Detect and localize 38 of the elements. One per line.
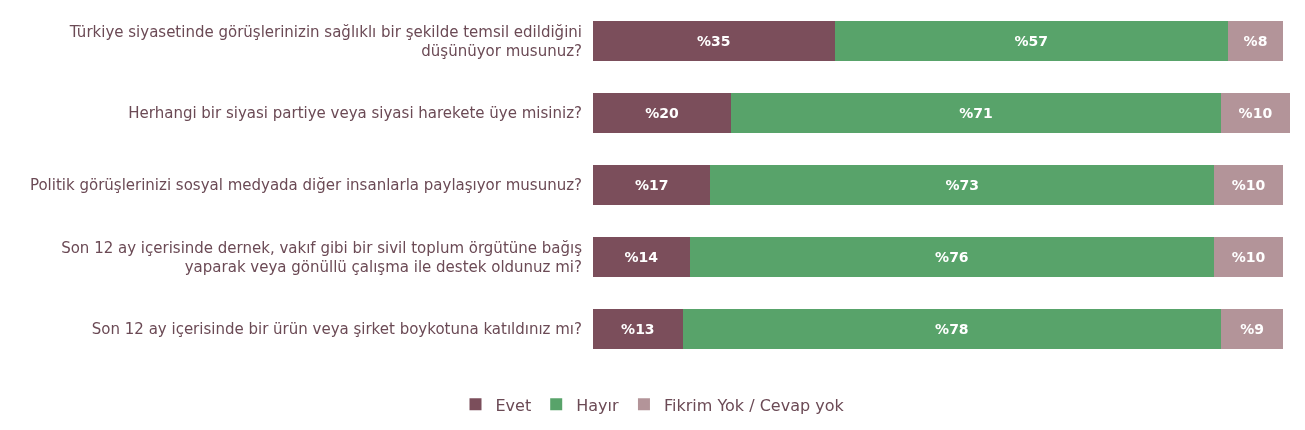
legend-label: Hayır xyxy=(576,395,619,415)
data-label: %13 xyxy=(621,321,655,337)
bar xyxy=(731,93,1221,133)
y-tick-label: Politik görüşlerinizi sosyal medyada diğer insanlarla paylaşıyor musunuz? xyxy=(29,176,582,195)
data-label: %10 xyxy=(1231,249,1266,265)
data-label: %10 xyxy=(1231,177,1266,193)
data-label: %8 xyxy=(1243,33,1268,49)
data-label: %57 xyxy=(1014,33,1048,49)
bar xyxy=(593,165,711,205)
legend-label: Fikrim Yok / Cevap yok xyxy=(663,395,845,415)
y-tick-label: Son 12 ay içerisinde dernek, vakıf gibi bir sivil toplum örgütüne bağış yaparak veya gönüllü çalışma ile destek oldunuz mi? xyxy=(61,238,583,276)
bar xyxy=(682,309,1221,349)
data-label: %14 xyxy=(624,249,659,265)
bar xyxy=(1214,237,1284,277)
y-tick-label: Türkiye siyasetinde görüşlerinizin sağlıklı bir şekilde temsil edildiğini düşünüyor musunuz? xyxy=(68,22,582,60)
bar xyxy=(689,237,1215,277)
bar xyxy=(593,309,683,349)
data-label: %76 xyxy=(935,249,969,265)
bar xyxy=(593,93,732,133)
bar xyxy=(1220,309,1284,349)
data-label: %10 xyxy=(1238,105,1273,121)
bar xyxy=(1214,165,1284,205)
data-label: %78 xyxy=(935,321,969,337)
legend-label: Evet xyxy=(495,395,532,415)
data-label: %35 xyxy=(697,33,731,49)
y-tick-label: Herhangi bir siyasi partiye veya siyasi harekete üye misiniz? xyxy=(128,104,582,123)
data-label: %71 xyxy=(959,105,993,121)
bar xyxy=(593,237,690,277)
bar xyxy=(593,21,835,61)
bar xyxy=(834,21,1228,61)
bar xyxy=(1227,21,1284,61)
data-label: %20 xyxy=(645,105,679,121)
bar xyxy=(1220,93,1290,133)
bar xyxy=(710,165,1215,205)
data-label: %17 xyxy=(634,177,669,193)
data-label: %73 xyxy=(945,177,979,193)
data-label: %9 xyxy=(1240,321,1264,337)
y-tick-label: Son 12 ay içerisinde bir ürün veya şirket boykotuna katıldınız mı? xyxy=(91,320,582,339)
